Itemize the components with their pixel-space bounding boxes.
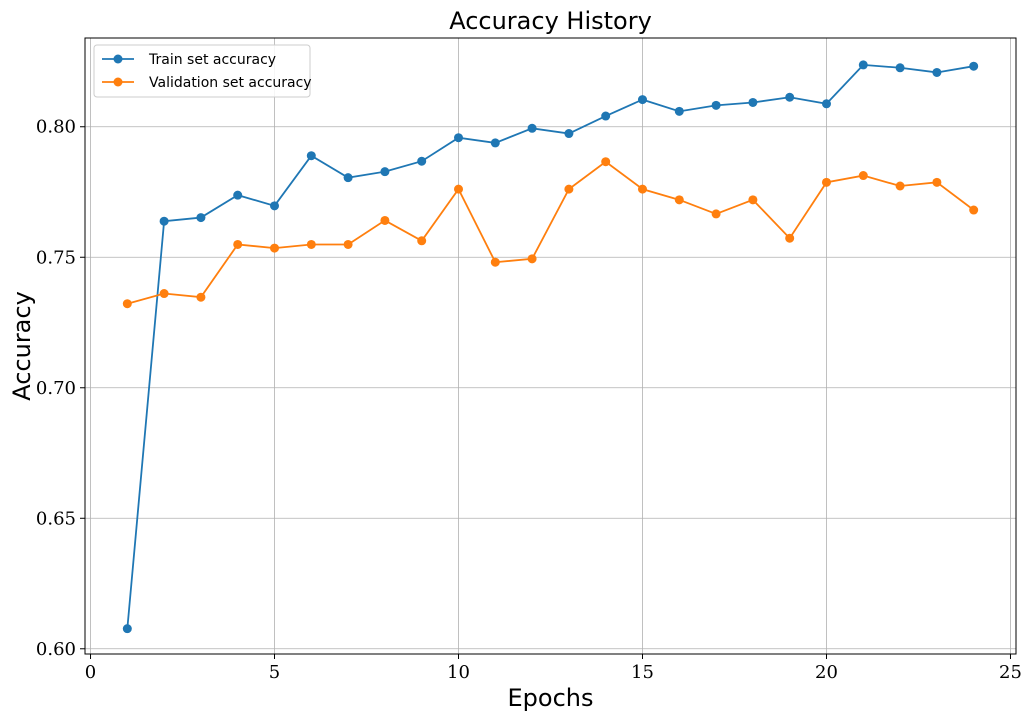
data-point bbox=[122, 299, 132, 309]
data-point bbox=[564, 129, 574, 139]
data-point bbox=[454, 184, 464, 194]
y-tick-label: 0.75 bbox=[36, 247, 76, 268]
data-point bbox=[527, 254, 537, 264]
data-point bbox=[674, 195, 684, 205]
plot-frame bbox=[84, 37, 1017, 655]
x-tick-label: 10 bbox=[447, 662, 470, 683]
y-axis-label: Accuracy bbox=[8, 291, 36, 401]
data-point bbox=[858, 171, 868, 181]
legend-item: Train set accuracy bbox=[102, 52, 276, 68]
data-point bbox=[785, 233, 795, 243]
series-validation bbox=[122, 157, 979, 309]
data-point bbox=[601, 157, 611, 167]
data-point bbox=[417, 156, 427, 166]
data-point bbox=[711, 100, 721, 110]
legend-label: Validation set accuracy bbox=[149, 75, 312, 91]
data-point bbox=[343, 239, 353, 249]
y-tick-label: 0.65 bbox=[36, 508, 76, 529]
data-point bbox=[270, 243, 280, 253]
data-point bbox=[527, 123, 537, 133]
data-point bbox=[233, 190, 243, 200]
series-train bbox=[122, 60, 979, 634]
legend-label: Train set accuracy bbox=[148, 52, 276, 68]
data-point bbox=[233, 239, 243, 249]
data-point bbox=[564, 184, 574, 194]
data-point bbox=[895, 63, 905, 73]
data-point bbox=[637, 184, 647, 194]
series-line bbox=[126, 63, 974, 629]
x-tick-label: 20 bbox=[815, 662, 838, 683]
y-tick-label: 0.70 bbox=[36, 378, 76, 399]
data-point bbox=[711, 209, 721, 219]
data-point bbox=[159, 289, 169, 299]
data-point bbox=[674, 106, 684, 116]
data-point bbox=[748, 97, 758, 107]
data-point bbox=[821, 99, 831, 109]
data-point bbox=[417, 236, 427, 246]
y-tick-label: 0.60 bbox=[36, 639, 76, 660]
legend-item: Validation set accuracy bbox=[102, 75, 312, 91]
data-point bbox=[858, 60, 868, 70]
chart-title: Accuracy History bbox=[449, 7, 652, 35]
data-point bbox=[490, 257, 500, 267]
x-tick-label: 5 bbox=[269, 662, 280, 683]
data-point bbox=[490, 138, 500, 148]
x-tick-label: 25 bbox=[999, 662, 1022, 683]
data-point bbox=[196, 213, 206, 223]
legend: Train set accuracy Validation set accurac… bbox=[93, 44, 312, 98]
x-axis-label: Epochs bbox=[508, 684, 594, 712]
data-point bbox=[380, 167, 390, 177]
data-point bbox=[306, 239, 316, 249]
data-point bbox=[306, 151, 316, 161]
data-point bbox=[454, 133, 464, 143]
legend-box bbox=[93, 44, 311, 98]
data-point bbox=[785, 92, 795, 102]
legend-marker bbox=[113, 54, 123, 64]
x-tick-label: 15 bbox=[631, 662, 654, 683]
axis-ticks: 0 5 10 15 20 25 0.60 0.65 0.70 0.75 0.80 bbox=[36, 117, 1022, 683]
data-series bbox=[122, 60, 979, 634]
data-point bbox=[270, 201, 280, 211]
data-point bbox=[637, 95, 647, 105]
x-tick-label: 0 bbox=[85, 662, 96, 683]
data-point bbox=[932, 67, 942, 77]
data-point bbox=[196, 292, 206, 302]
data-point bbox=[380, 215, 390, 225]
data-point bbox=[601, 111, 611, 121]
legend-marker bbox=[113, 77, 123, 87]
data-point bbox=[932, 177, 942, 187]
y-tick-label: 0.80 bbox=[36, 117, 76, 138]
data-point bbox=[821, 177, 831, 187]
data-point bbox=[969, 205, 979, 215]
data-point bbox=[748, 195, 758, 205]
data-point bbox=[895, 181, 905, 191]
data-point bbox=[969, 61, 979, 71]
data-point bbox=[122, 624, 132, 634]
series-line bbox=[127, 160, 975, 305]
data-point bbox=[343, 173, 353, 183]
data-point bbox=[159, 216, 169, 226]
